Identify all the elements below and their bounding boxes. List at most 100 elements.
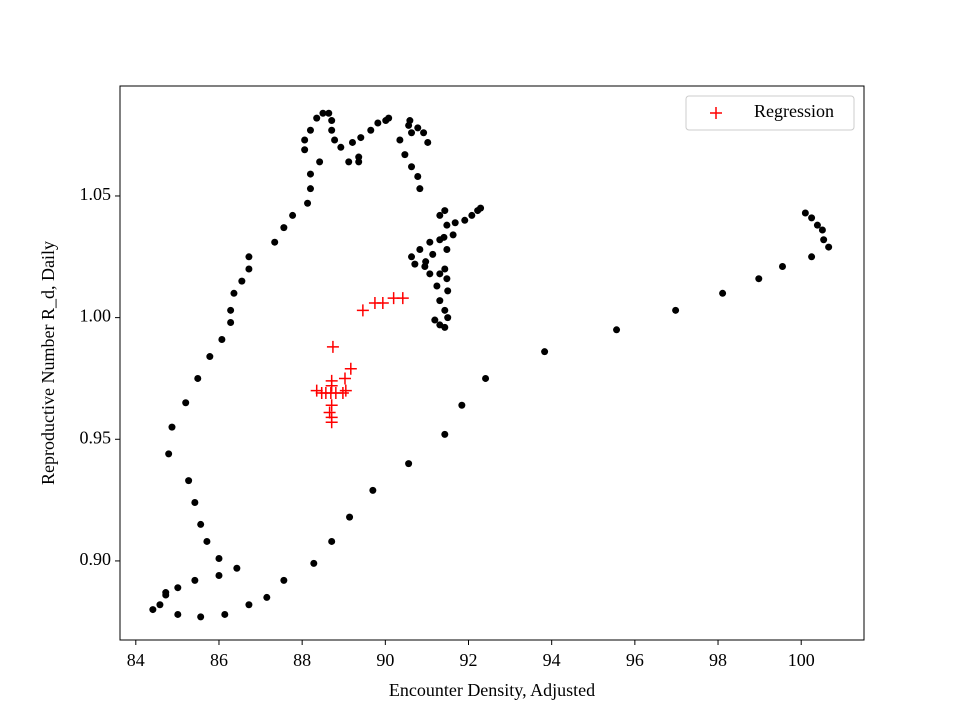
point [408,163,416,171]
point [719,289,727,297]
point [218,336,226,344]
point [271,238,279,246]
x-tick-label: 98 [709,650,727,670]
x-axis-label: Encounter Density, Adjusted [389,680,595,700]
point [301,146,309,154]
point [304,199,312,207]
point [468,211,476,219]
x-tick-label: 94 [543,650,561,670]
point [411,260,419,268]
point [441,207,449,215]
y-tick-label: 0.90 [80,549,112,569]
point [191,499,199,507]
point [301,136,309,144]
point [613,326,621,334]
point [316,158,324,166]
point [215,572,223,580]
point [376,297,389,310]
point [477,204,485,212]
point [801,209,809,217]
point [441,306,449,314]
x-tick-label: 100 [788,650,815,670]
y-tick-label: 1.00 [80,306,112,326]
point [310,384,323,397]
point [436,270,444,278]
point [310,559,318,567]
point [367,126,375,134]
point [338,372,351,385]
point [443,275,451,283]
point [197,520,205,528]
x-tick-label: 88 [293,650,311,670]
point [420,129,428,137]
point [541,348,549,356]
x-tick-label: 84 [127,650,145,670]
point [325,379,338,392]
point [323,406,336,419]
legend-box [685,95,855,131]
point [414,173,422,181]
point [755,275,763,283]
point [326,340,339,353]
point [461,216,469,224]
legend-label: Regression [754,101,834,121]
point [424,138,432,146]
point [422,258,430,266]
point [416,245,424,253]
point [306,126,314,134]
point [337,143,345,151]
point [156,601,164,609]
point [441,430,449,438]
x-tick-label: 96 [626,650,644,670]
point [451,219,459,227]
point [813,221,821,229]
y-axis-label: Reproductive Number R_d, Daily [38,241,58,485]
point [449,231,457,239]
point [345,158,353,166]
point [328,537,336,545]
point [245,265,253,273]
point [825,243,833,251]
point [227,306,235,314]
point [396,136,404,144]
point [808,253,816,261]
point [203,537,211,545]
point [194,374,202,382]
x-tick-label: 90 [376,650,394,670]
point [408,129,416,137]
point [414,124,422,132]
point [280,224,288,232]
point [401,151,409,159]
point [245,601,253,609]
x-tick-label: 92 [460,650,478,670]
point [215,554,223,562]
point [436,211,444,219]
point [444,314,452,322]
y-tick-label: 0.95 [80,427,112,447]
point [336,387,349,400]
y-tick-label: 1.05 [80,184,112,204]
point [355,158,363,166]
point [818,226,826,234]
point [431,316,439,324]
point [443,221,451,229]
point [778,263,786,271]
point [482,374,490,382]
point [328,117,336,125]
point [328,126,336,134]
point [672,306,680,314]
point [221,610,229,618]
point [441,265,449,273]
point [406,117,414,125]
point [168,423,176,431]
point [426,270,434,278]
point [245,253,253,261]
point [346,513,354,521]
point [325,109,333,117]
point [433,282,441,290]
point [191,576,199,584]
point [436,297,444,305]
point [325,416,338,429]
point [820,236,828,244]
